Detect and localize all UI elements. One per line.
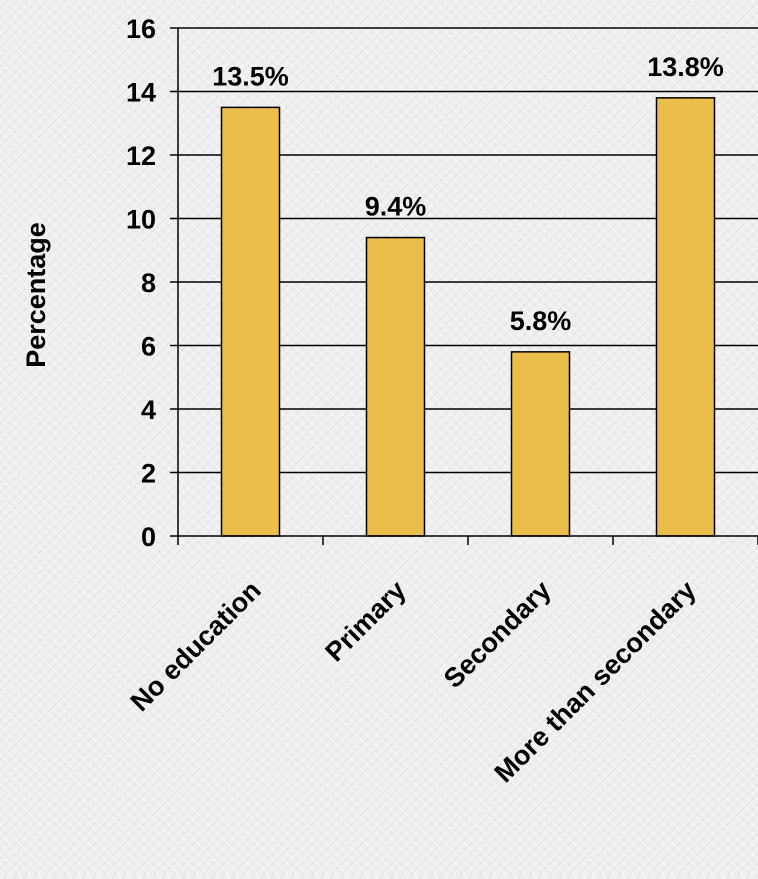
bar-no-education — [220, 106, 281, 537]
y-tick-label: 14 — [126, 78, 156, 108]
data-label: 13.8% — [647, 52, 724, 82]
data-label: 5.8% — [510, 306, 572, 336]
y-tick-label: 8 — [141, 268, 156, 298]
y-tick-label: 12 — [126, 141, 156, 171]
axes — [170, 27, 758, 545]
bar-secondary — [510, 351, 571, 537]
y-tick-label: 10 — [126, 205, 156, 235]
data-label: 9.4% — [365, 192, 427, 222]
bar-primary — [365, 236, 426, 537]
y-tick-label: 4 — [141, 395, 156, 425]
bars — [220, 97, 716, 537]
y-tick-label: 16 — [126, 14, 156, 44]
y-tick-label: 0 — [141, 522, 156, 552]
y-axis-title: Percentage — [21, 222, 51, 368]
y-tick-label: 2 — [141, 459, 156, 489]
data-label: 13.5% — [212, 61, 289, 91]
y-tick-label: 6 — [141, 332, 156, 362]
x-category-label: Secondary — [438, 575, 557, 694]
bar-more-than-secondary — [655, 97, 716, 537]
x-category-label: Primary — [319, 575, 411, 667]
x-category-label: No education — [125, 575, 267, 717]
